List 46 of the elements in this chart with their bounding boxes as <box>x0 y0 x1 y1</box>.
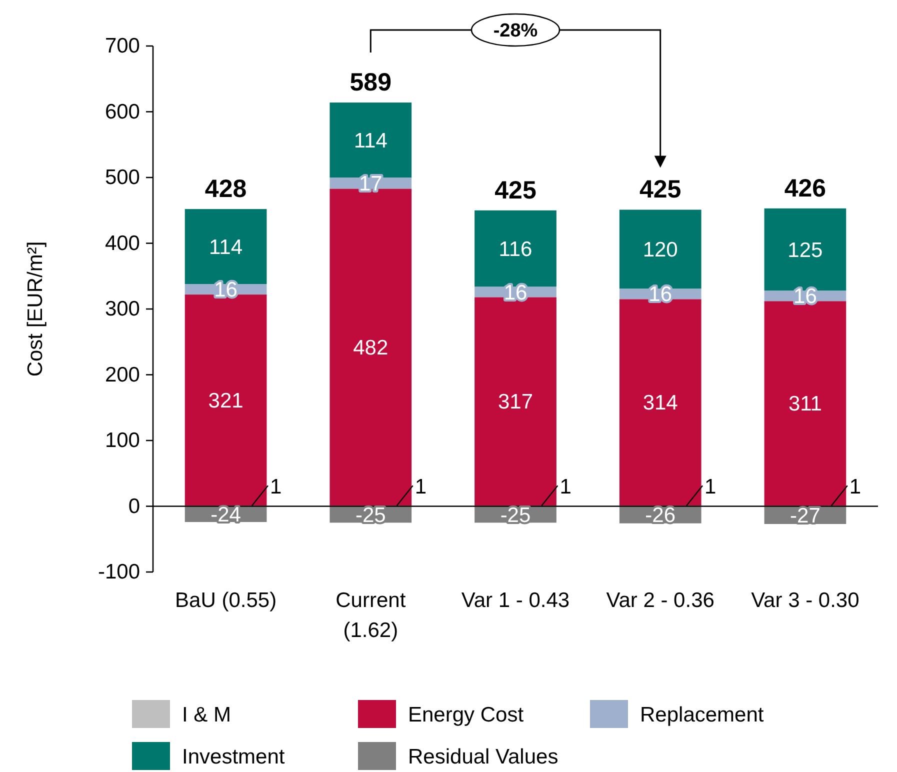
data-label: 321 <box>208 389 244 412</box>
y-tick-label: 400 <box>104 232 140 255</box>
x-tick-label: Var 3 - 0.30 <box>751 589 860 612</box>
legend-label: Energy Cost <box>408 703 524 726</box>
total-label: 428 <box>204 175 247 204</box>
data-label: 114 <box>209 236 243 259</box>
y-tick-label: 100 <box>104 429 140 452</box>
y-tick-label: 0 <box>128 494 140 518</box>
data-label: 317 <box>498 390 534 414</box>
data-label: 311 <box>788 392 822 416</box>
y-tick-label: 500 <box>104 166 140 190</box>
data-label: -26 <box>645 504 676 528</box>
total-label: 426 <box>784 174 826 202</box>
y-tick-label: 300 <box>104 298 140 321</box>
data-label: -25 <box>500 504 531 527</box>
x-tick-label: BaU (0.55) <box>175 589 277 612</box>
x-tick-label: Var 1 - 0.43 <box>461 589 570 612</box>
legend-label: Investment <box>182 745 285 768</box>
data-label: 116 <box>498 238 532 261</box>
legend-label: Residual Values <box>408 745 558 768</box>
data-label: 120 <box>642 238 678 262</box>
data-label: 1 <box>414 476 427 499</box>
x-tick-label: Var 2 - 0.36 <box>606 589 714 612</box>
data-label: 1 <box>704 476 716 499</box>
total-label: 589 <box>350 68 392 97</box>
y-tick-label: 200 <box>104 363 140 386</box>
data-label: 114 <box>354 129 388 152</box>
y-tick-label: -100 <box>98 560 140 584</box>
data-label: 314 <box>642 392 678 415</box>
legend-label: Replacement <box>640 703 764 726</box>
legend-label: I & M <box>182 703 232 726</box>
text: -28% <box>493 20 538 42</box>
data-label: -25 <box>355 504 386 527</box>
data-label: 1 <box>560 476 572 499</box>
data-label: 482 <box>353 336 388 360</box>
data-label: -24 <box>210 503 242 526</box>
data-label: 125 <box>788 238 823 262</box>
y-axis-title: Cost [EUR/m²] <box>24 241 47 377</box>
y-tick-label: 600 <box>104 100 140 124</box>
total-label: 425 <box>494 176 536 204</box>
data-label: -27 <box>790 504 820 528</box>
x-tick-label: Current (1.62) <box>336 589 406 642</box>
y-tick-label: 700 <box>104 34 140 58</box>
data-label: 1 <box>270 476 282 499</box>
total-label: 425 <box>639 176 682 204</box>
data-label: 1 <box>849 476 862 499</box>
